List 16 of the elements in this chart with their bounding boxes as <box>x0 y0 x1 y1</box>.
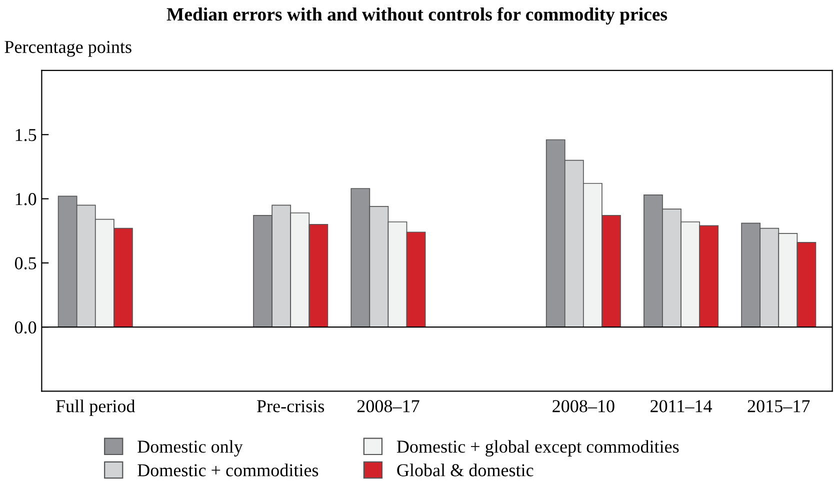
y-axis-title: Percentage points <box>4 40 132 57</box>
y-tick-label: 0.5 <box>14 257 36 270</box>
x-tick-label: Full period <box>56 400 136 416</box>
chart-title: Median errors with and without controls for commodity prices <box>166 7 668 25</box>
x-tick-label: Pre-crisis <box>257 400 324 412</box>
x-tick-label: 2015–17 <box>748 400 810 412</box>
x-tick-label: 2008–10 <box>552 400 614 412</box>
legend-label: Domestic only <box>138 440 243 456</box>
x-tick-label: 2008–17 <box>357 400 420 412</box>
y-tick-label: 0.0 <box>14 321 36 334</box>
y-tick-label: 1.0 <box>16 193 36 206</box>
legend-label: Global & domestic <box>397 464 534 476</box>
legend-label: Domestic + commodities <box>138 464 318 476</box>
x-tick-label: 2011–14 <box>650 400 712 412</box>
legend-label: Domestic + global except commodities <box>396 440 679 456</box>
y-tick-label: 1.5 <box>16 128 36 142</box>
